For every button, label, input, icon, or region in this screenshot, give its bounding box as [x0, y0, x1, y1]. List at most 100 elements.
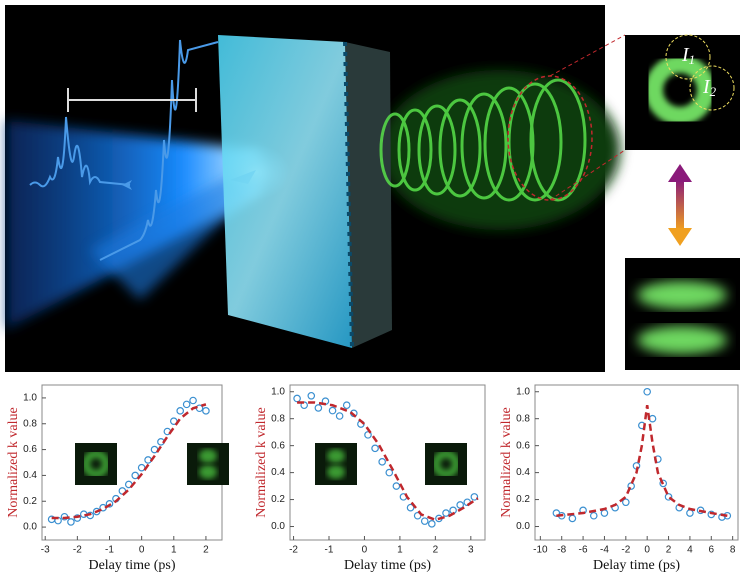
- x-tick-label: -6: [579, 545, 588, 556]
- x-tick-label: 0: [362, 545, 368, 556]
- y-tick-label: 0.2: [271, 494, 285, 505]
- plot-frame: [534, 384, 739, 541]
- plot-frame: [289, 384, 486, 541]
- x-tick-label: -2: [73, 545, 82, 556]
- x-axis-label: Delay time (ps): [88, 558, 175, 573]
- y-tick-label: 0.2: [23, 496, 37, 507]
- data-point: [470, 493, 479, 501]
- data-point: [328, 406, 337, 415]
- inset-pattern: [199, 465, 217, 479]
- y-tick-label: 1.0: [23, 393, 37, 404]
- y-tick-label: 0.0: [271, 521, 285, 532]
- y-axis-label: Normalized k value: [254, 407, 269, 517]
- inset-image: [425, 443, 467, 485]
- x-tick-label: -8: [557, 545, 566, 556]
- data-point: [342, 401, 351, 410]
- data-point: [335, 412, 344, 420]
- data-point: [371, 444, 379, 453]
- data-point: [622, 498, 630, 507]
- y-tick-label: 0.0: [516, 521, 530, 532]
- x-tick-label: 3: [468, 545, 474, 556]
- chart: -3 -2 -1 0 1 2 0.0 0.2 0.4 0.6 0.8 1.0 Delay time (p…: [6, 384, 229, 573]
- data-point: [378, 458, 386, 466]
- x-tick-label: 0: [644, 545, 650, 556]
- x-tick-label: 4: [687, 545, 693, 556]
- inset-pattern: [82, 450, 110, 478]
- x-tick-label: -10: [533, 545, 548, 556]
- y-tick-label: 0.4: [271, 467, 285, 478]
- y-tick-label: 0.8: [516, 413, 530, 424]
- x-tick-label: 2: [666, 545, 672, 556]
- y-tick-label: 0.2: [516, 494, 530, 505]
- data-point: [176, 407, 185, 415]
- data-point: [314, 404, 323, 412]
- y-axis-label: Normalized k value: [499, 407, 514, 517]
- y-tick-label: 1.0: [271, 386, 285, 397]
- x-tick-label: 0: [139, 545, 145, 556]
- data-point: [307, 391, 316, 400]
- data-point: [406, 503, 415, 512]
- y-tick-label: 0.8: [271, 413, 285, 424]
- y-tick-label: 0.6: [516, 440, 530, 451]
- data-point: [600, 509, 609, 517]
- illustration: I1 I2: [5, 5, 740, 372]
- chart: -10 -8 -6 -4 -2 0 2 4 6 8 0.0 0.2 0.4 0.6 0.8 1.0 Delay …: [499, 384, 739, 573]
- fit-line: [556, 405, 728, 517]
- y-tick-label: 0.4: [23, 470, 37, 481]
- x-tick-label: 6: [709, 545, 715, 556]
- x-axis-label: Delay time (ps): [344, 558, 431, 573]
- x-tick-label: 2: [203, 545, 209, 556]
- data-point: [385, 468, 394, 477]
- data-point: [182, 400, 191, 409]
- data-point: [686, 509, 694, 517]
- x-axis-label: Delay time (ps): [593, 558, 680, 573]
- x-tick-label: 1: [171, 545, 177, 556]
- x-tick-label: -2: [289, 545, 298, 556]
- data-point: [456, 501, 464, 509]
- y-tick-label: 0.8: [23, 418, 37, 429]
- x-tick-label: -3: [41, 545, 50, 556]
- x-tick-label: 1: [397, 545, 403, 556]
- data-point: [105, 500, 114, 508]
- data-point: [364, 431, 372, 439]
- data-point: [659, 479, 668, 488]
- inset-pattern: [432, 450, 460, 478]
- intensity-label: I1: [681, 44, 695, 67]
- data-point: [67, 518, 75, 526]
- data-point: [643, 387, 651, 396]
- x-tick-label: -1: [325, 545, 334, 556]
- x-tick-label: 2: [433, 545, 439, 556]
- data-point: [413, 511, 422, 520]
- chart: -2 -1 0 1 2 3 0.0 0.2 0.4 0.6 0.8 1.0 Delay time (ps…: [254, 384, 486, 573]
- x-tick-label: -2: [621, 545, 630, 556]
- data-point: [300, 401, 308, 410]
- y-tick-label: 0.0: [23, 522, 37, 533]
- inset-pattern: [327, 465, 345, 479]
- data-point: [137, 463, 146, 472]
- y-axis-label: Normalized k value: [6, 407, 21, 517]
- fit-line: [297, 401, 479, 522]
- y-tick-label: 0.6: [271, 440, 285, 451]
- data-point: [589, 511, 598, 520]
- data-point: [293, 394, 301, 403]
- fit-line: [51, 403, 207, 520]
- data-point: [420, 517, 429, 525]
- data-point: [664, 493, 673, 501]
- inset-pattern: [199, 449, 217, 463]
- inset-pattern: [327, 449, 345, 463]
- data-point: [392, 482, 401, 490]
- data-point: [568, 514, 577, 523]
- x-tick-label: -4: [600, 545, 609, 556]
- x-tick-label: 8: [730, 545, 736, 556]
- data-point: [202, 407, 210, 415]
- data-point: [189, 396, 197, 405]
- inset-image: [75, 443, 117, 485]
- data-point: [131, 471, 140, 480]
- intensity-label: I2: [702, 76, 717, 99]
- x-tick-label: -1: [105, 545, 114, 556]
- y-tick-label: 0.6: [23, 444, 37, 455]
- data-point: [696, 506, 705, 515]
- data-point: [442, 509, 450, 517]
